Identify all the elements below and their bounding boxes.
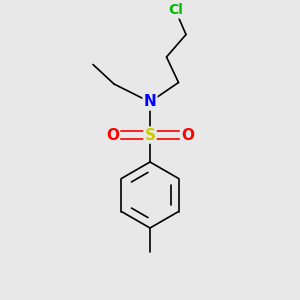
Text: O: O: [181, 128, 194, 142]
Text: O: O: [106, 128, 119, 142]
Text: N: N: [144, 94, 156, 110]
Text: S: S: [145, 128, 155, 142]
Text: Cl: Cl: [168, 4, 183, 17]
